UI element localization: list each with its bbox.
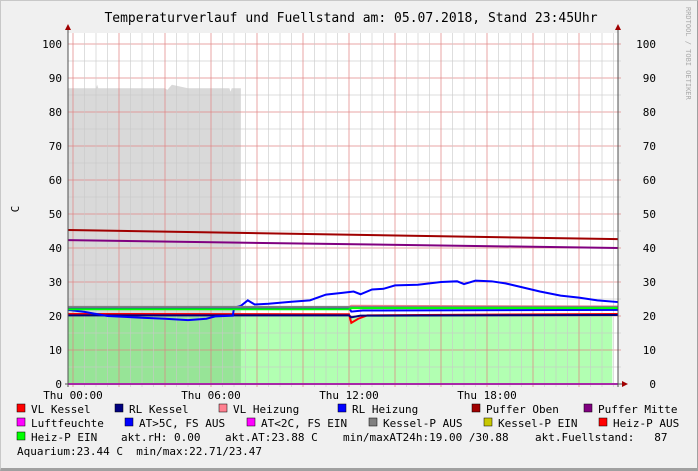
stat-fuellstand: akt.Fuellstand: 87 xyxy=(535,431,667,444)
x-tick-label: Thu 12:00 xyxy=(319,389,379,402)
y-tick-label-right: 40 xyxy=(643,242,656,255)
y-arrow-left-icon xyxy=(65,24,71,30)
legend-label: VL Heizung xyxy=(233,403,299,416)
legend-swatch xyxy=(598,417,608,427)
y-tick-label-right: 60 xyxy=(643,174,656,187)
y-tick-label-right: 20 xyxy=(643,310,656,323)
x-arrow-icon xyxy=(622,381,628,387)
legend-swatch xyxy=(471,403,481,413)
watermark: RRDTOOL / TOBI OETIKER xyxy=(684,7,692,101)
y-tick-label-right: 90 xyxy=(643,72,656,85)
legend-label: RL Kessel xyxy=(129,403,189,416)
y-tick-label-right: 30 xyxy=(643,276,656,289)
legend-label: Puffer Oben xyxy=(486,403,559,416)
y-tick-label-left: 0 xyxy=(55,378,62,391)
y-arrow-right-icon xyxy=(615,24,621,30)
y-tick-label-left: 20 xyxy=(49,310,62,323)
legend-label: VL Kessel xyxy=(31,403,91,416)
legend-swatch xyxy=(583,403,593,413)
legend-swatch xyxy=(114,403,124,413)
series-line-4 xyxy=(68,228,619,241)
y-axis-label: C xyxy=(9,206,22,213)
y-tick-label-right: 10 xyxy=(643,344,656,357)
y-tick-label-right: 80 xyxy=(643,106,656,119)
y-tick-label-right: 70 xyxy=(643,140,656,153)
legend-label: Luftfeuchte xyxy=(31,417,104,430)
y-tick-label-left: 80 xyxy=(49,106,62,119)
y-tick-label-right: 100 xyxy=(636,38,656,51)
y-tick-label-left: 70 xyxy=(49,140,62,153)
legend-label: AT>5C, FS AUS xyxy=(139,417,225,430)
series-line-9 xyxy=(68,307,619,311)
stat-akt-rh: akt.rH: 0.00 xyxy=(121,431,200,444)
legend-label: Heiz-P AUS xyxy=(613,417,679,430)
y-tick-label-left: 40 xyxy=(49,242,62,255)
x-tick-label: Thu 06:00 xyxy=(181,389,241,402)
legend-label: RL Heizung xyxy=(352,403,418,416)
legend-label: Puffer Mitte xyxy=(598,403,677,416)
legend-label: Kessel-P AUS xyxy=(383,417,462,430)
legend-swatch xyxy=(337,403,347,413)
legend-swatch xyxy=(124,417,134,427)
y-tick-label-left: 90 xyxy=(49,72,62,85)
x-tick-label: Thu 18:00 xyxy=(457,389,517,402)
y-tick-label-left: 60 xyxy=(49,174,62,187)
legend-label: Kessel-P EIN xyxy=(498,417,577,430)
series-line-1 xyxy=(68,313,619,319)
x-tick-label: Thu 00:00 xyxy=(43,389,103,402)
series-line-7 xyxy=(68,306,619,313)
y-tick-label-left: 10 xyxy=(49,344,62,357)
y-tick-label-right: 0 xyxy=(649,378,656,391)
series-line-5 xyxy=(68,239,619,249)
stat-minmax-at: min/maxAT24h:19.00 /30.88 xyxy=(343,431,509,444)
legend-swatch xyxy=(16,431,26,441)
stat-aquarium: Aquarium:23.44 C min/max:22.71/23.47 xyxy=(17,445,262,458)
legend-swatch xyxy=(16,417,26,427)
y-tick-label-left: 100 xyxy=(42,38,62,51)
legend-label: Heiz-P EIN xyxy=(31,431,97,444)
legend-swatch xyxy=(16,403,26,413)
legend-swatch xyxy=(483,417,493,427)
stat-akt-at: akt.AT:23.88 C xyxy=(225,431,318,444)
chart-title: Temperaturverlauf und Fuellstand am: 05.… xyxy=(104,11,597,26)
legend-label: AT<2C, FS EIN xyxy=(261,417,347,430)
y-tick-label-right: 50 xyxy=(643,208,656,221)
y-tick-label-left: 30 xyxy=(49,276,62,289)
y-tick-label-left: 50 xyxy=(49,208,62,221)
legend-swatch xyxy=(218,403,228,413)
legend-swatch xyxy=(368,417,378,427)
series-line-3 xyxy=(68,279,619,322)
legend-swatch xyxy=(246,417,256,427)
